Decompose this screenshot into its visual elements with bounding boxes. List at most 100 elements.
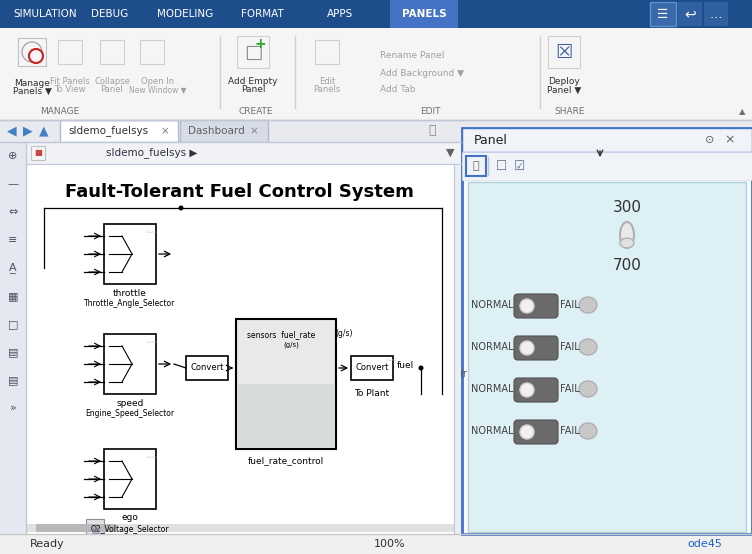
Text: Panel: Panel [101, 85, 123, 95]
Bar [26, 142, 462, 164]
Bar [468, 182, 746, 532]
Text: ×: × [250, 126, 259, 136]
Bar [0, 534, 752, 554]
Text: (g/s): (g/s) [283, 342, 299, 348]
Bar [0, 142, 26, 534]
Ellipse shape [620, 222, 634, 248]
Text: Panels ▼: Panels ▼ [13, 86, 51, 95]
Text: 300: 300 [612, 201, 641, 216]
Text: sldemo_fuelsys ▶: sldemo_fuelsys ▶ [106, 147, 197, 158]
Text: SIMULATION: SIMULATION [14, 9, 77, 19]
Text: Add Tab: Add Tab [380, 85, 416, 95]
Bar [238, 384, 334, 447]
Text: Convert: Convert [355, 363, 389, 372]
Ellipse shape [620, 238, 634, 248]
Ellipse shape [579, 381, 597, 397]
Text: ⊕: ⊕ [8, 151, 18, 161]
Text: NORMAL: NORMAL [472, 426, 514, 436]
Ellipse shape [579, 297, 597, 313]
Text: ⌸: ⌸ [428, 125, 435, 137]
Circle shape [520, 299, 534, 313]
Text: MODELING: MODELING [157, 9, 213, 19]
Text: Panel: Panel [474, 134, 508, 146]
Text: ∼∼: ∼∼ [145, 339, 157, 345]
Text: fuel_rate_control: fuel_rate_control [248, 456, 324, 465]
FancyBboxPatch shape [514, 294, 558, 318]
Text: ×: × [725, 134, 735, 146]
Bar [650, 2, 676, 26]
Circle shape [22, 42, 42, 62]
Text: throttle: throttle [113, 289, 147, 297]
Bar [454, 164, 462, 534]
Bar [36, 524, 116, 532]
Text: □: □ [8, 319, 18, 329]
Text: To View: To View [54, 85, 86, 95]
Text: ▤: ▤ [8, 375, 18, 385]
Bar [26, 524, 454, 532]
Bar [466, 156, 486, 176]
Text: ≡: ≡ [8, 235, 18, 245]
Text: ◀: ◀ [8, 125, 17, 137]
Bar [104, 449, 156, 509]
Text: ↩: ↩ [684, 7, 696, 21]
Circle shape [178, 206, 183, 211]
Bar [104, 224, 156, 284]
Bar [237, 36, 269, 68]
Text: …: … [710, 8, 722, 20]
Text: ☒: ☒ [555, 43, 573, 61]
Text: ☐: ☐ [496, 160, 508, 172]
Text: Collapse: Collapse [94, 78, 130, 86]
Text: ode45: ode45 [687, 539, 722, 549]
Bar [186, 356, 228, 380]
Circle shape [419, 366, 423, 371]
Bar [86, 519, 104, 541]
Text: Engine_Speed_Selector: Engine_Speed_Selector [86, 409, 174, 418]
Text: (r: (r [459, 369, 467, 379]
Text: speed: speed [117, 398, 144, 408]
Text: ☰: ☰ [657, 8, 669, 20]
Text: ▦: ▦ [8, 291, 18, 301]
Text: ∼∼: ∼∼ [145, 229, 157, 235]
Bar [104, 334, 156, 394]
Text: A̲: A̲ [9, 263, 17, 274]
Text: FAIL: FAIL [560, 342, 580, 352]
Text: Add Background ▼: Add Background ▼ [380, 69, 464, 79]
Text: Panels: Panels [314, 85, 341, 95]
Text: 🔒: 🔒 [473, 161, 479, 171]
Text: □: □ [244, 43, 262, 61]
Bar [462, 152, 752, 180]
Text: Edit: Edit [319, 78, 335, 86]
Text: CREATE: CREATE [238, 107, 273, 116]
Text: ∼∼: ∼∼ [145, 454, 157, 460]
Text: SHARE: SHARE [555, 107, 585, 116]
Bar [100, 40, 124, 64]
Text: Dashboard: Dashboard [188, 126, 244, 136]
Text: MANAGE: MANAGE [41, 107, 80, 116]
Text: »: » [10, 403, 17, 413]
Ellipse shape [579, 339, 597, 355]
Text: sensors  fuel_rate: sensors fuel_rate [247, 331, 315, 340]
Text: NORMAL: NORMAL [472, 384, 514, 394]
Text: New Window ▼: New Window ▼ [129, 85, 186, 95]
Text: Open In: Open In [141, 78, 174, 86]
Text: —: — [8, 179, 19, 189]
Bar [58, 40, 82, 64]
Bar [236, 319, 336, 449]
Text: FAIL: FAIL [560, 426, 580, 436]
Text: ▤: ▤ [91, 526, 99, 535]
Text: ☑: ☑ [514, 160, 526, 172]
Bar [0, 0, 752, 28]
Text: FORMAT: FORMAT [241, 9, 284, 19]
Text: ⇔: ⇔ [8, 207, 18, 217]
Bar [390, 0, 458, 28]
Text: 700: 700 [613, 258, 641, 273]
Text: ▲: ▲ [39, 125, 49, 137]
Circle shape [29, 49, 43, 63]
Text: Throttle_Angle_Selector: Throttle_Angle_Selector [84, 300, 176, 309]
Text: Fault-Tolerant Fuel Control System: Fault-Tolerant Fuel Control System [65, 183, 414, 201]
Text: ⊙: ⊙ [705, 135, 714, 145]
Text: NORMAL: NORMAL [472, 342, 514, 352]
Bar [462, 128, 752, 534]
Text: FAIL: FAIL [560, 384, 580, 394]
Bar [351, 356, 393, 380]
